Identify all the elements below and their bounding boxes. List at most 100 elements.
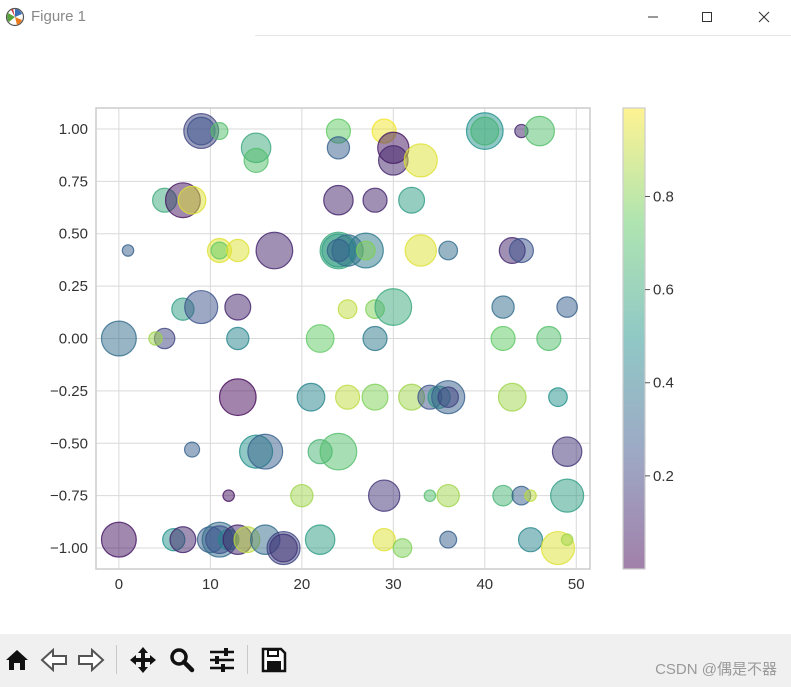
y-tick-label: 0.75 bbox=[59, 173, 88, 190]
scatter-point bbox=[492, 484, 514, 507]
scatter-point bbox=[326, 136, 351, 160]
y-tick-labels: 1.00 0.75 0.50 0.25 0.00 −0.25 −0.50 −0.75 −1.00 bbox=[50, 121, 88, 557]
scatter-point bbox=[524, 489, 537, 502]
scatter-point bbox=[226, 238, 250, 263]
y-tick-label: −0.50 bbox=[50, 435, 88, 452]
x-tick-label: 50 bbox=[568, 576, 585, 593]
scatter-point bbox=[436, 483, 460, 508]
zoom-button[interactable] bbox=[166, 644, 197, 675]
scatter-point bbox=[243, 147, 269, 173]
scatter-point bbox=[226, 326, 250, 351]
home-icon bbox=[5, 649, 28, 670]
scatter-point bbox=[361, 383, 389, 411]
scatter-point bbox=[560, 533, 574, 546]
window-title: Figure 1 bbox=[31, 8, 87, 25]
scatter-point bbox=[355, 240, 376, 261]
scatter-point bbox=[404, 234, 437, 267]
back-icon bbox=[40, 647, 67, 672]
scatter-point bbox=[326, 238, 351, 263]
scatter-point bbox=[247, 433, 284, 470]
scatter-point bbox=[438, 240, 459, 261]
pan-button[interactable] bbox=[127, 644, 158, 675]
back-button[interactable] bbox=[38, 644, 69, 675]
configure-subplots-icon bbox=[209, 647, 234, 672]
scatter-point bbox=[222, 489, 235, 502]
scatter-point bbox=[319, 432, 358, 471]
forward-button[interactable] bbox=[75, 644, 106, 675]
y-tick-label: 0.00 bbox=[59, 331, 88, 348]
scatter-point bbox=[374, 288, 413, 326]
scatter-point bbox=[378, 145, 409, 176]
app-icon bbox=[5, 7, 25, 27]
scatter-point bbox=[367, 479, 401, 512]
pan-icon bbox=[129, 646, 156, 673]
colorbar-tick-labels: 0.2 0.4 0.6 0.8 bbox=[645, 188, 674, 485]
scatter-point bbox=[224, 293, 252, 321]
window-titlebar: Figure 1 bbox=[0, 0, 791, 36]
scatter-points bbox=[100, 112, 585, 566]
close-icon bbox=[758, 11, 770, 23]
scatter-point bbox=[398, 186, 426, 214]
scatter-point bbox=[323, 184, 354, 216]
scatter-point bbox=[305, 324, 335, 353]
scatter-point bbox=[148, 331, 163, 346]
scatter-point bbox=[290, 483, 314, 508]
scatter-point bbox=[334, 384, 361, 410]
figure-canvas[interactable]: 0 10 20 30 40 50 1.00 0.75 0.50 0.25 0.00 −0.25 −0.… bbox=[0, 36, 791, 634]
forward-icon bbox=[77, 647, 104, 672]
scatter-point bbox=[183, 441, 201, 458]
colorbar-gradient bbox=[622, 107, 646, 570]
titlebar-divider bbox=[255, 35, 791, 36]
scatter-point bbox=[218, 378, 257, 417]
home-button[interactable] bbox=[1, 644, 32, 675]
axes: 0 10 20 30 40 50 1.00 0.75 0.50 0.25 0.00 −0.25 −0.… bbox=[50, 107, 591, 593]
scatter-point bbox=[490, 325, 516, 352]
x-tick-labels: 0 10 20 30 40 50 bbox=[115, 576, 585, 593]
scatter-point bbox=[551, 436, 583, 467]
scatter-point bbox=[255, 231, 294, 270]
scatter-point bbox=[304, 524, 336, 555]
scatter-point bbox=[169, 526, 197, 554]
watermark: CSDN @偶是不器 bbox=[655, 661, 777, 678]
y-tick-label: −0.25 bbox=[50, 383, 88, 400]
scatter-point bbox=[550, 478, 585, 513]
scatter-point bbox=[392, 538, 413, 558]
scatter-point bbox=[524, 115, 555, 147]
scatter-point bbox=[100, 521, 137, 558]
axes-frame bbox=[95, 107, 591, 570]
scatter-point bbox=[100, 320, 137, 357]
scatter-point bbox=[184, 289, 219, 325]
save-icon bbox=[261, 647, 286, 672]
close-button[interactable] bbox=[740, 0, 788, 34]
maximize-button[interactable] bbox=[683, 0, 731, 34]
y-tick-label: −1.00 bbox=[50, 540, 88, 557]
scatter-point bbox=[296, 382, 326, 412]
colorbar: 0.2 0.4 0.6 0.8 bbox=[622, 107, 674, 570]
x-tick-label: 30 bbox=[385, 576, 402, 593]
scatter-point bbox=[517, 527, 544, 553]
configure-subplots-button[interactable] bbox=[206, 644, 237, 675]
scatter-point bbox=[497, 382, 527, 412]
maximize-icon bbox=[702, 12, 712, 22]
scatter-point bbox=[491, 295, 515, 319]
save-button[interactable] bbox=[258, 644, 289, 675]
navigation-toolbar: CSDN @偶是不器 bbox=[0, 634, 791, 687]
x-tick-label: 40 bbox=[476, 576, 493, 593]
scatter-point bbox=[269, 533, 298, 563]
minimize-button[interactable] bbox=[629, 0, 677, 34]
scatter-point bbox=[210, 241, 229, 260]
y-tick-label: 0.25 bbox=[59, 278, 88, 295]
zoom-icon bbox=[169, 647, 194, 672]
toolbar-separator bbox=[116, 645, 117, 674]
scatter-point bbox=[177, 185, 207, 215]
scatter-point bbox=[337, 299, 358, 320]
colorbar-tick-label: 0.2 bbox=[653, 468, 674, 485]
y-tick-label: 1.00 bbox=[59, 121, 88, 138]
y-tick-label: 0.50 bbox=[59, 226, 88, 243]
y-tick-label: −0.75 bbox=[50, 488, 88, 505]
scatter-point bbox=[556, 296, 578, 318]
scatter-point bbox=[508, 237, 534, 264]
scatter-point bbox=[439, 530, 458, 549]
scatter-point bbox=[362, 187, 388, 213]
scatter-point bbox=[362, 325, 388, 352]
